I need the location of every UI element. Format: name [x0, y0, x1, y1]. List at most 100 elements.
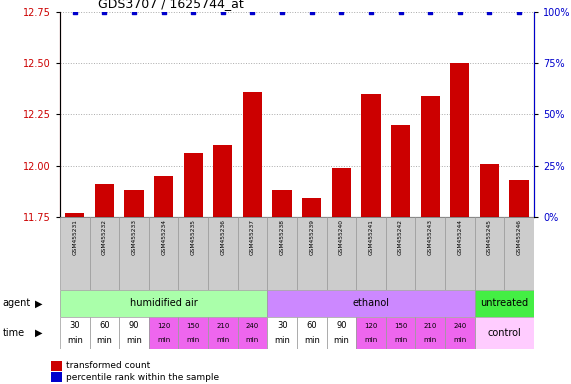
Text: GSM455236: GSM455236 [220, 219, 226, 255]
Bar [119, 217, 149, 290]
Bar [445, 317, 475, 349]
Bar [361, 94, 381, 217]
Text: min: min [394, 337, 407, 343]
Bar [272, 190, 292, 217]
Point [248, 8, 257, 15]
Text: GSM455234: GSM455234 [161, 219, 166, 255]
Text: 210: 210 [424, 323, 437, 329]
Point [396, 8, 405, 15]
Bar [149, 317, 178, 349]
Text: GSM455238: GSM455238 [280, 219, 284, 255]
Text: untreated: untreated [480, 298, 528, 308]
Bar [243, 92, 262, 217]
Point [100, 8, 109, 15]
Bar [445, 217, 475, 290]
Point [514, 8, 524, 15]
Text: min: min [453, 337, 467, 343]
Point [307, 8, 316, 15]
Bar [327, 317, 356, 349]
Point [70, 8, 79, 15]
Text: min: min [157, 337, 170, 343]
Bar [238, 217, 267, 290]
Bar [475, 217, 504, 290]
Text: agent: agent [3, 298, 31, 308]
Text: GSM455243: GSM455243 [428, 219, 433, 255]
Point [425, 8, 435, 15]
Bar [208, 217, 238, 290]
Bar [386, 217, 416, 290]
Text: 120: 120 [157, 323, 170, 329]
Bar [267, 317, 297, 349]
Text: GSM455244: GSM455244 [457, 219, 463, 255]
Text: GSM455241: GSM455241 [368, 219, 373, 255]
Bar [509, 180, 529, 217]
Bar [60, 290, 267, 317]
Bar [415, 217, 445, 290]
Text: transformed count: transformed count [66, 361, 150, 370]
Bar [421, 96, 440, 217]
Bar [208, 317, 238, 349]
Bar [238, 317, 267, 349]
Bar [213, 145, 232, 217]
Text: humidified air: humidified air [130, 298, 198, 308]
Text: 120: 120 [364, 323, 377, 329]
Text: min: min [67, 336, 83, 345]
Text: GSM455246: GSM455246 [517, 219, 521, 255]
Text: GDS3707 / 1625744_at: GDS3707 / 1625744_at [98, 0, 244, 10]
Bar [178, 217, 208, 290]
Bar [297, 217, 327, 290]
Text: min: min [333, 336, 349, 345]
Bar [184, 153, 203, 217]
Text: 240: 240 [246, 323, 259, 329]
Point [188, 8, 198, 15]
Text: ethanol: ethanol [352, 298, 389, 308]
Bar [60, 317, 90, 349]
Text: time: time [3, 328, 25, 338]
Text: GSM455233: GSM455233 [131, 219, 136, 255]
Bar [65, 213, 85, 217]
Text: min: min [187, 337, 200, 343]
Text: min: min [216, 337, 230, 343]
Text: control: control [488, 328, 521, 338]
Text: GSM455232: GSM455232 [102, 219, 107, 255]
Point [337, 8, 346, 15]
Text: GSM455237: GSM455237 [250, 219, 255, 255]
Text: 240: 240 [453, 323, 467, 329]
Text: min: min [304, 336, 320, 345]
Bar [60, 217, 90, 290]
Text: GSM455245: GSM455245 [487, 219, 492, 255]
Bar [297, 317, 327, 349]
Text: 60: 60 [307, 321, 317, 331]
Bar [267, 290, 475, 317]
Text: min: min [96, 336, 112, 345]
Text: 60: 60 [99, 321, 110, 331]
Text: GSM455231: GSM455231 [73, 219, 77, 255]
Text: 90: 90 [336, 321, 347, 331]
Bar [119, 317, 149, 349]
Text: ▶: ▶ [35, 328, 43, 338]
Bar [149, 217, 178, 290]
Text: ▶: ▶ [35, 298, 43, 308]
Point [278, 8, 287, 15]
Bar [480, 164, 499, 217]
Text: 150: 150 [187, 323, 200, 329]
Text: min: min [424, 337, 437, 343]
Text: percentile rank within the sample: percentile rank within the sample [66, 372, 219, 382]
Point [367, 8, 376, 15]
Bar [475, 290, 534, 317]
Text: min: min [126, 336, 142, 345]
Point [159, 8, 168, 15]
Bar [415, 317, 445, 349]
Bar [475, 317, 534, 349]
Point [218, 8, 227, 15]
Text: GSM455242: GSM455242 [398, 219, 403, 255]
Bar [154, 176, 173, 217]
Text: GSM455235: GSM455235 [191, 219, 196, 255]
Text: 90: 90 [128, 321, 139, 331]
Point [485, 8, 494, 15]
Bar [386, 317, 416, 349]
Bar [124, 190, 144, 217]
Text: 150: 150 [394, 323, 407, 329]
Bar [267, 217, 297, 290]
Text: GSM455239: GSM455239 [309, 219, 314, 255]
